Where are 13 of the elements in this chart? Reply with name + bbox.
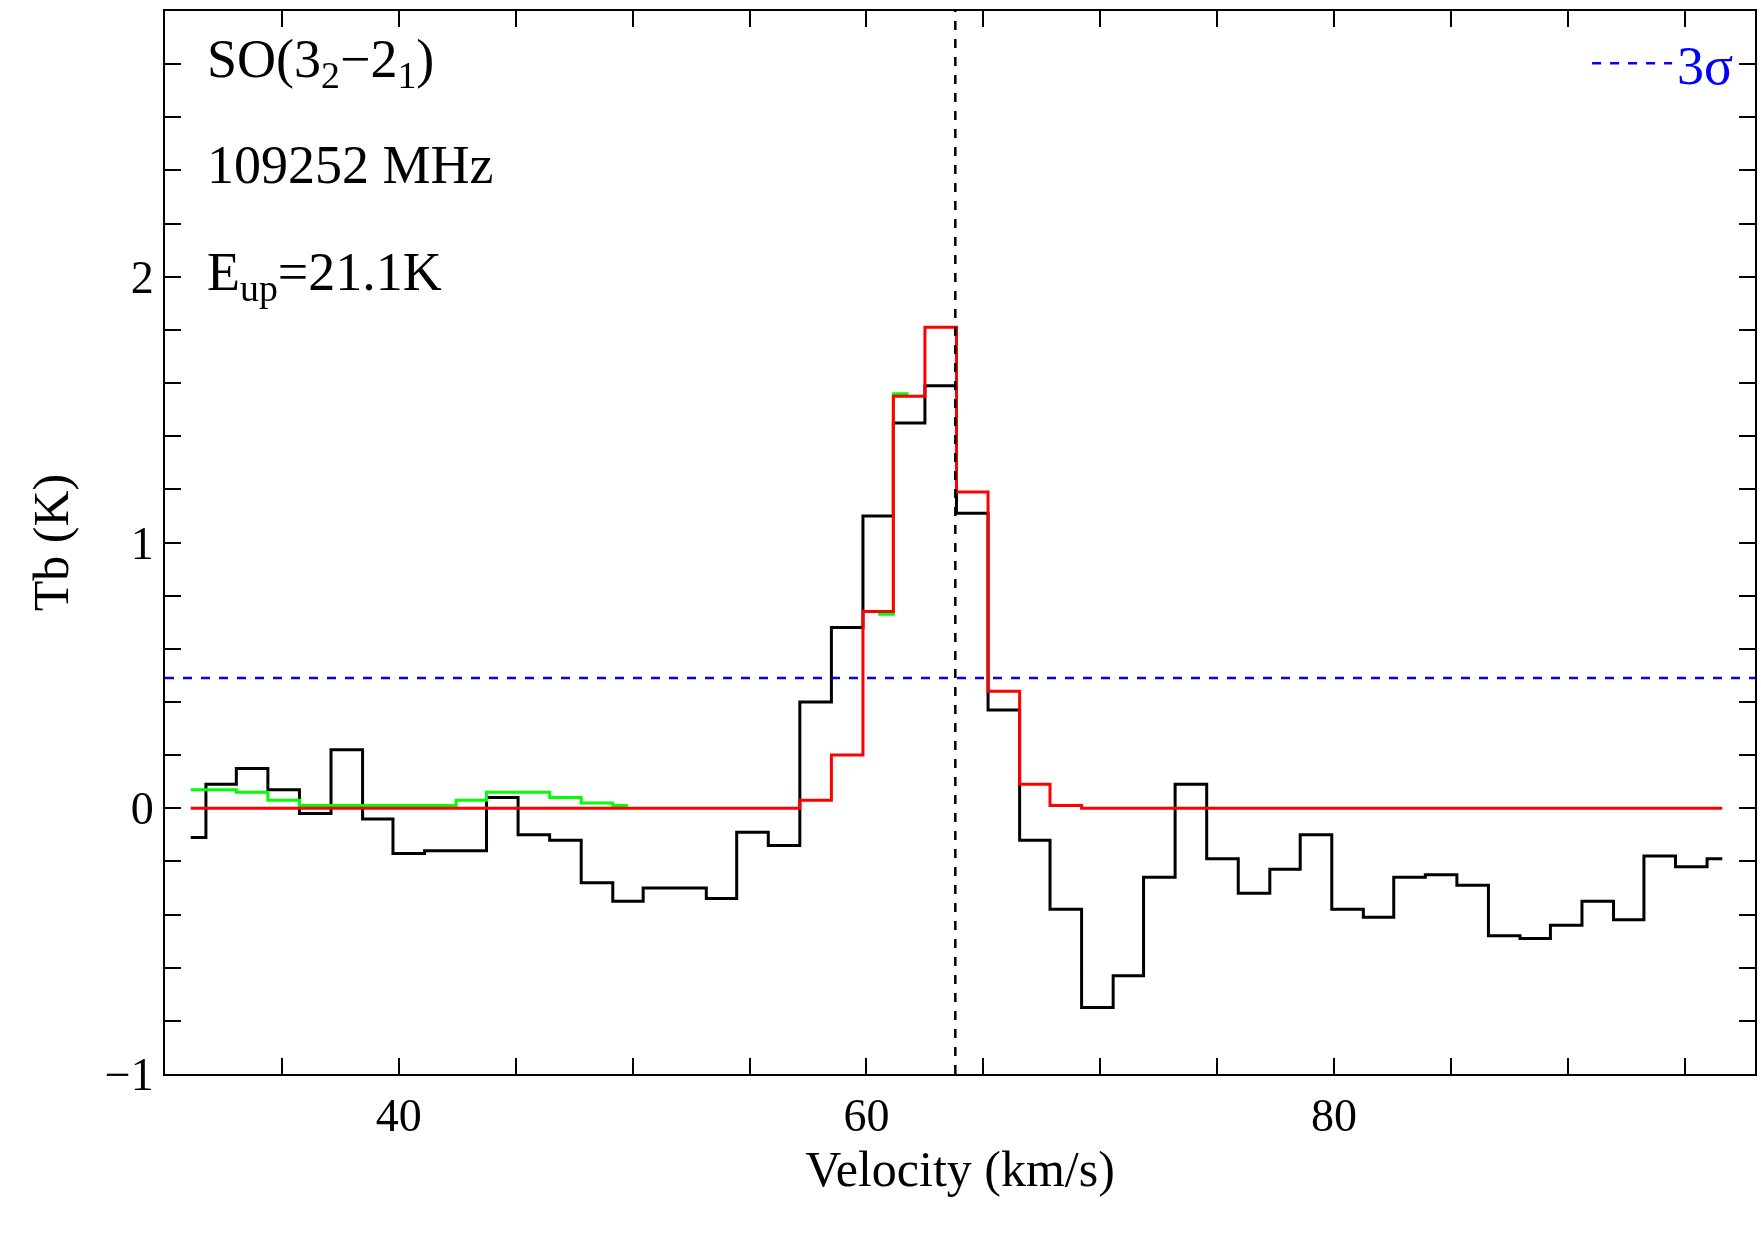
y-tick-label: −1	[104, 1049, 154, 1101]
y-tick-label: 1	[130, 517, 154, 569]
y-tick-label: 0	[130, 783, 154, 835]
x-tick-label: 80	[1311, 1090, 1358, 1142]
x-tick-label: 40	[375, 1090, 422, 1142]
annotation: SO(3$_{2}$−2$_{1}$)	[207, 29, 435, 97]
y-axis-title: Tb (K)	[23, 473, 80, 612]
x-tick-label: 60	[843, 1090, 890, 1142]
y-tick-label: 2	[130, 251, 154, 303]
annotation: E$_{up}$=21.1K	[207, 242, 442, 310]
legend-label: 3σ	[1677, 36, 1734, 97]
x-axis-title: Velocity (km/s)	[805, 1141, 1115, 1198]
annotation: 109252 MHz	[207, 135, 494, 195]
